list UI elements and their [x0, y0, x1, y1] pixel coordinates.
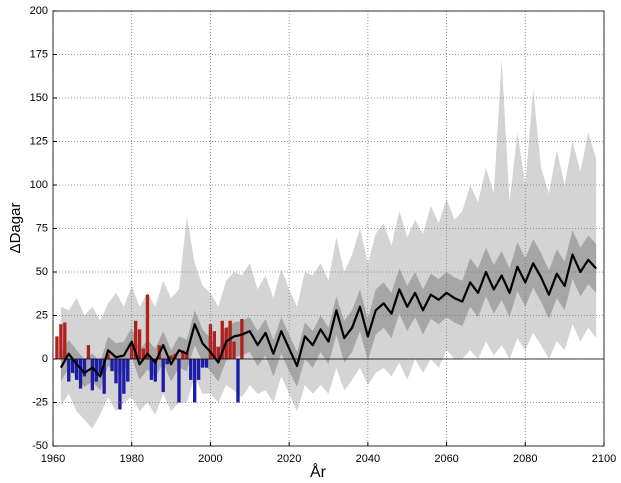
observation-bar: [102, 359, 106, 394]
observation-bar: [90, 359, 95, 391]
x-tick-label: 2060: [434, 453, 458, 465]
observation-bar: [106, 353, 110, 359]
y-axis-label: ΔDagar: [7, 203, 24, 254]
observation-bar: [126, 359, 130, 382]
observation-bar: [232, 341, 236, 359]
observation-bar: [130, 345, 134, 359]
observation-bar: [71, 359, 75, 373]
observation-bar: [86, 345, 91, 359]
x-tick-label: 2080: [513, 453, 537, 465]
observation-bar: [122, 359, 126, 394]
observation-bar: [63, 322, 67, 359]
observation-bar: [67, 359, 71, 382]
x-axis-label: År: [310, 462, 327, 481]
x-tick-label: 1960: [41, 453, 65, 465]
y-tick-label: 75: [36, 222, 48, 234]
observation-bar: [181, 350, 185, 359]
x-tick-label: 2000: [198, 453, 222, 465]
observation-bar: [118, 359, 122, 410]
observation-bar: [133, 320, 138, 359]
y-tick-label: -50: [32, 440, 48, 452]
observation-bar: [240, 318, 244, 359]
observation-bar: [169, 355, 173, 359]
y-tick-label: 125: [30, 135, 48, 147]
observation-bar: [74, 359, 79, 380]
observation-bar: [55, 336, 59, 359]
observation-bar: [189, 359, 193, 380]
y-tick-label: 50: [36, 266, 48, 278]
observation-bar: [204, 359, 209, 368]
observation-bar: [110, 359, 114, 372]
x-tick-label: 1980: [119, 453, 143, 465]
observation-bar: [137, 329, 142, 359]
observation-bar: [98, 359, 102, 373]
x-tick-label: 2100: [592, 453, 616, 465]
y-tick-label: 25: [36, 309, 48, 321]
observation-bar: [78, 359, 83, 389]
observation-bar: [94, 359, 98, 382]
mean-line: [59, 253, 597, 378]
y-tick-label: 100: [30, 179, 48, 191]
y-tick-label: 0: [42, 353, 48, 365]
y-tick-label: 150: [30, 92, 48, 104]
x-tick-label: 2040: [356, 453, 380, 465]
observation-bar: [220, 320, 224, 359]
range-band: [60, 230, 597, 391]
observation-bar: [200, 359, 205, 368]
plot-frame: [52, 10, 605, 447]
observation-bar: [177, 359, 181, 403]
observation-bar: [149, 359, 154, 380]
observation-bar: [114, 359, 118, 384]
y-tick-label: -25: [32, 396, 48, 408]
observation-bar: [196, 359, 201, 380]
observation-bar: [193, 359, 197, 403]
observation-bar: [145, 294, 150, 359]
observation-bar: [141, 348, 146, 359]
observation-bar: [153, 359, 158, 382]
observation-bar: [236, 359, 240, 403]
observation-bar: [212, 331, 217, 359]
observation-bar: [185, 352, 189, 359]
y-tick-label: 200: [30, 5, 48, 17]
observation-bar: [216, 346, 220, 359]
observation-bar: [165, 359, 169, 365]
x-tick-label: 2020: [277, 453, 301, 465]
y-tick-label: 175: [30, 48, 48, 60]
observation-bar: [82, 359, 87, 377]
observation-bar: [59, 324, 63, 359]
observation-bar: [161, 359, 165, 393]
